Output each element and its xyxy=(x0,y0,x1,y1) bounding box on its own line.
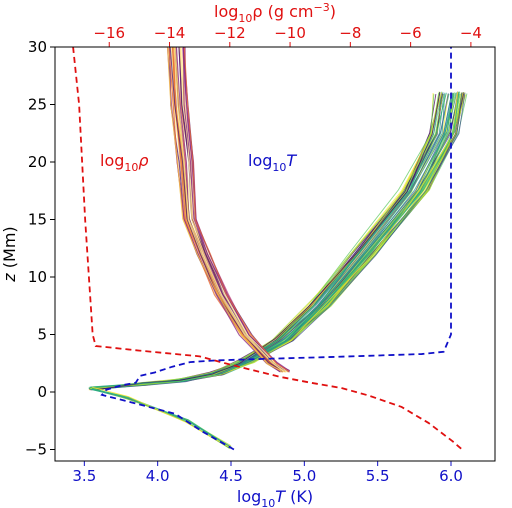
left-axis-title-unit: (Mm) xyxy=(0,226,19,273)
temperature-label-sub: 10 xyxy=(272,161,286,174)
left-tick-label: 15 xyxy=(28,211,47,229)
left-tick-label: 25 xyxy=(28,96,47,114)
temperature-reference-curve xyxy=(100,47,452,451)
temperature-strand-lower xyxy=(90,388,231,449)
left-axis-title: z (Mm) xyxy=(0,226,19,282)
bottom-tick-label: 4.0 xyxy=(146,467,170,485)
top-axis-title-sup: −3 xyxy=(314,1,330,14)
bottom-axis-title-symbol: T xyxy=(275,487,286,506)
density-label-sub: 10 xyxy=(124,161,138,174)
temperature-strand xyxy=(94,91,441,391)
top-tick-label: −14 xyxy=(154,24,186,42)
density-strand xyxy=(183,47,290,372)
temperature-label: log10T xyxy=(248,151,297,174)
density-strand xyxy=(172,47,283,372)
temperature-label-symbol: T xyxy=(286,151,297,170)
temperature-strand xyxy=(93,93,440,389)
density-strand xyxy=(172,47,285,373)
top-axis-title-log: log xyxy=(214,2,238,21)
bottom-axis-title-unit: (K) xyxy=(285,487,313,506)
left-axis: −5 0 5 10 15 20 25 30 xyxy=(25,38,55,459)
plot-area xyxy=(72,47,468,452)
top-tick-label: −4 xyxy=(460,24,482,42)
density-strand xyxy=(174,47,285,373)
bottom-axis-title: log10T (K) xyxy=(237,487,313,508)
top-tick-label: −10 xyxy=(274,24,306,42)
temperature-strand-lower xyxy=(92,386,230,448)
density-label-symbol: ρ xyxy=(138,151,148,170)
temperature-label-log: log xyxy=(248,151,272,170)
bottom-tick-label: 4.5 xyxy=(219,467,243,485)
bottom-axis: 3.5 4.0 4.5 5.0 5.5 6.0 xyxy=(72,461,463,485)
left-tick-label: 10 xyxy=(28,268,47,286)
density-strand xyxy=(166,47,282,372)
left-tick-label: −5 xyxy=(25,441,47,459)
temperature-strand xyxy=(90,93,434,389)
bottom-axis-title-log: log xyxy=(237,487,261,506)
density-strand xyxy=(169,47,283,372)
top-tick-label: −8 xyxy=(339,24,361,42)
left-tick-label: 0 xyxy=(37,383,47,401)
top-axis-title: log10ρ (g cm−3) xyxy=(214,1,336,25)
bottom-tick-label: 6.0 xyxy=(439,467,463,485)
bottom-tick-label: 3.5 xyxy=(72,467,96,485)
density-reference-curve xyxy=(72,47,464,452)
top-axis: −16 −14 −12 −10 −8 −6 −4 xyxy=(93,24,482,47)
left-tick-label: 20 xyxy=(28,153,47,171)
bottom-tick-label: 5.0 xyxy=(292,467,316,485)
density-label: log10ρ xyxy=(100,151,149,174)
top-axis-title-main: ρ (g cm xyxy=(252,2,313,21)
bottom-tick-label: 5.5 xyxy=(366,467,390,485)
density-label-log: log xyxy=(100,151,124,170)
top-tick-label: −6 xyxy=(400,24,422,42)
top-tick-label: −16 xyxy=(93,24,125,42)
top-axis-title-end: ) xyxy=(330,2,336,21)
top-tick-label: −12 xyxy=(214,24,246,42)
plot-frame xyxy=(54,46,496,462)
left-tick-label: 5 xyxy=(37,326,47,344)
left-axis-title-symbol: z xyxy=(0,273,19,283)
temperature-strand xyxy=(89,91,460,388)
bottom-axis-title-sub: 10 xyxy=(261,497,275,508)
top-axis-title-sub: 10 xyxy=(238,12,252,25)
left-tick-label: 30 xyxy=(28,38,47,56)
density-strand xyxy=(178,47,287,372)
